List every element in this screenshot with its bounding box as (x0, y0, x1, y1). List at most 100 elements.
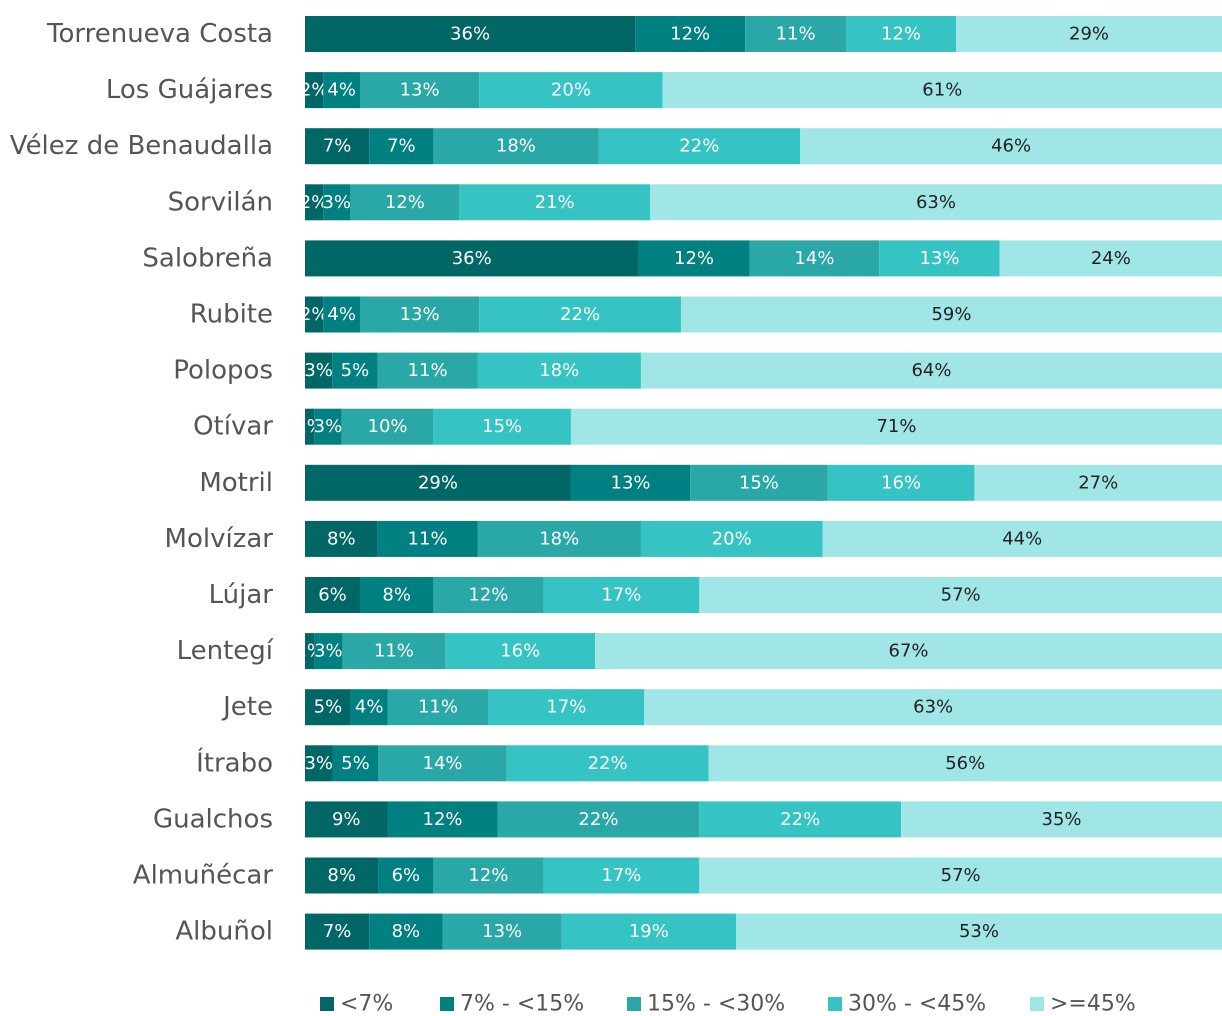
legend-swatch (828, 997, 842, 1011)
bar-segment (680, 296, 1222, 333)
data-label: 63% (916, 192, 956, 213)
bar-row: 36% 12% 11% 12% 29% (305, 16, 1222, 52)
data-label: 12% (385, 192, 425, 213)
bar-segment (305, 352, 333, 389)
bar-segment (956, 16, 1222, 52)
bar-segment (433, 128, 599, 165)
bar-segment (561, 913, 736, 950)
bar-segment (506, 745, 709, 782)
category-label: Almuñécar (133, 861, 274, 891)
bar-segment (323, 184, 351, 221)
data-label: 7% (323, 136, 352, 157)
bar-segment (638, 240, 750, 277)
data-label: 71% (876, 416, 916, 437)
bar-segment (360, 72, 480, 109)
category-label: Lentegí (177, 636, 274, 666)
bar-segment (433, 857, 544, 894)
category-label: Vélez de Benaudalla (10, 131, 273, 161)
data-label: 6% (318, 585, 347, 606)
legend-item: >=45% (1030, 992, 1136, 1016)
data-label: 15% (739, 472, 779, 493)
bar-segment (305, 689, 351, 726)
bar-segment (442, 913, 562, 950)
data-label: 67% (889, 641, 929, 662)
category-label: Gualchos (153, 804, 273, 834)
bar-segment (323, 296, 361, 333)
data-label: 24% (1091, 248, 1131, 269)
bar-row: 7% 8% 13% 19% 53% (305, 913, 1222, 950)
data-label: 7% (387, 136, 416, 157)
data-label: 16% (500, 641, 540, 662)
data-label: 22% (578, 809, 618, 830)
bar-segment (350, 689, 388, 726)
data-label: 11% (408, 360, 448, 381)
legend-item: <7% (320, 992, 393, 1016)
data-label: 11% (418, 697, 458, 718)
bar-segment (360, 577, 434, 613)
bar-segment (305, 16, 636, 52)
bar-segment (488, 689, 645, 726)
bar-row: 2%4% 13% 22% 59% (300, 296, 1222, 333)
bar-segment (342, 633, 446, 670)
bar-segment (305, 240, 639, 277)
bar-segment (387, 801, 498, 838)
data-label: 13% (919, 248, 959, 269)
bar-segment (305, 128, 370, 165)
data-label: 11% (374, 641, 414, 662)
bar-segment (305, 633, 315, 670)
bar-segment (305, 857, 379, 894)
data-label: 3% (314, 641, 343, 662)
data-label: 12% (674, 248, 714, 269)
bar-segment (479, 296, 681, 333)
bar-segment (650, 184, 1222, 221)
bar-segment (477, 352, 641, 389)
bar-segment (477, 520, 641, 557)
bar-segment (635, 16, 746, 52)
bar-segment (699, 577, 1222, 613)
bar-row: 1%3% 10% 15% 71% (295, 408, 1222, 445)
data-label: 18% (539, 528, 579, 549)
legend-swatch (440, 997, 454, 1011)
data-label: 17% (601, 585, 641, 606)
bar-segment (332, 745, 379, 782)
category-label: Salobreña (142, 243, 273, 273)
category-label: Rubite (190, 300, 273, 330)
data-label: 13% (400, 304, 440, 325)
bar-segment (323, 72, 361, 109)
legend: <7% 7% - <15% 15% - <30% 30% - <45% >=45% (320, 992, 1136, 1016)
bar-segment (305, 184, 324, 221)
data-label: 17% (601, 865, 641, 886)
bar-segment (570, 408, 1222, 445)
data-label: 5% (341, 360, 370, 381)
data-label: 57% (941, 585, 981, 606)
data-label: 10% (368, 416, 408, 437)
category-label: Albuñol (175, 917, 273, 947)
data-label: 13% (611, 472, 651, 493)
bar-segment (305, 745, 333, 782)
legend-item: 7% - <15% (440, 992, 584, 1016)
data-label: 44% (1002, 528, 1042, 549)
bar-segment (305, 296, 324, 333)
category-label: Sorvilán (168, 187, 273, 217)
data-label: 22% (588, 753, 628, 774)
category-label: Polopos (173, 356, 273, 386)
bar-segment (433, 408, 571, 445)
legend-label: >=45% (1050, 992, 1136, 1016)
data-label: 16% (881, 472, 921, 493)
bar-segment (570, 464, 691, 501)
bar-segment (999, 240, 1222, 277)
data-label: 3% (304, 753, 333, 774)
category-label: Otívar (193, 412, 273, 442)
data-label: 29% (418, 472, 458, 493)
bar-segment (314, 633, 343, 670)
data-label: 15% (482, 416, 522, 437)
data-label: 36% (452, 248, 492, 269)
data-label: 14% (794, 248, 834, 269)
bar-segment (360, 296, 480, 333)
data-label: 64% (911, 360, 951, 381)
category-label: Lújar (209, 580, 274, 610)
bar-segment (378, 745, 507, 782)
bar-segment (640, 352, 1222, 389)
legend-swatch (627, 997, 641, 1011)
